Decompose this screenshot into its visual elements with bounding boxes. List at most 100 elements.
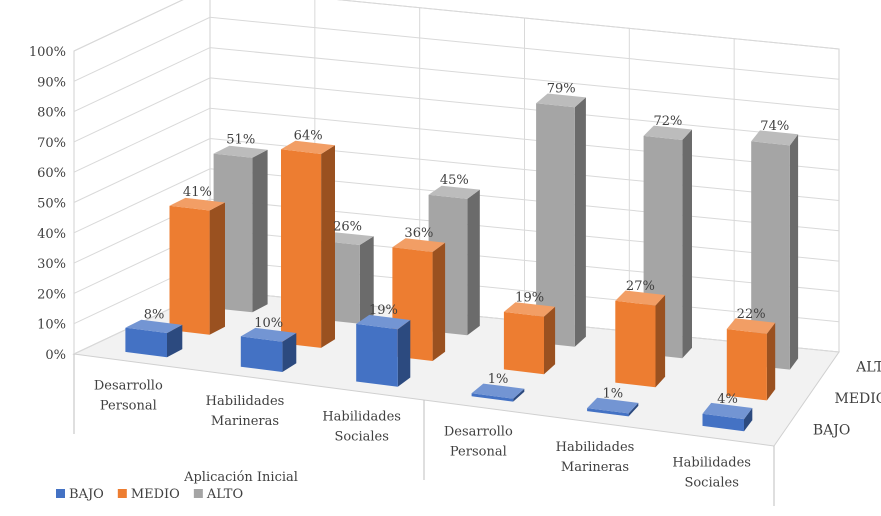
bar-front bbox=[240, 336, 283, 372]
bar-medio-1 bbox=[169, 197, 225, 335]
legend-label: MEDIO bbox=[131, 487, 180, 502]
y-tick-label: 60% bbox=[37, 166, 66, 181]
bar-side bbox=[744, 408, 753, 432]
x-category-label: Desarrollo Personal bbox=[94, 379, 163, 414]
bar-top bbox=[536, 93, 586, 108]
data-label-alto-1: 51% bbox=[226, 133, 255, 148]
bar-bajo-4 bbox=[471, 383, 525, 402]
bar-medio-4 bbox=[503, 302, 556, 375]
bar-top bbox=[751, 130, 799, 146]
data-label-alto-5: 72% bbox=[654, 114, 683, 129]
bar-bajo-1 bbox=[125, 319, 183, 358]
legend-item-alto: ALTO bbox=[193, 487, 243, 502]
bar-top bbox=[726, 318, 776, 334]
bar-top bbox=[615, 290, 666, 306]
bar-front bbox=[125, 327, 167, 358]
bar-top bbox=[702, 402, 753, 420]
bar-side bbox=[209, 202, 225, 335]
bar-medio-6 bbox=[726, 318, 776, 401]
data-label-medio-3: 36% bbox=[404, 226, 433, 241]
legend-swatch bbox=[56, 489, 65, 498]
bar-medio-3 bbox=[392, 238, 446, 361]
x-category-label: Habilidades Sociales bbox=[672, 455, 751, 490]
bar-top bbox=[587, 397, 639, 414]
bar-front bbox=[702, 413, 744, 432]
data-label-medio-6: 22% bbox=[737, 307, 766, 322]
y-tick-label: 40% bbox=[37, 227, 66, 242]
data-label-bajo-3: 19% bbox=[369, 303, 398, 318]
bar-side bbox=[628, 402, 639, 417]
y-tick-label: 20% bbox=[37, 287, 66, 302]
bar-top bbox=[392, 238, 446, 252]
legend: BAJO MEDIO ALTO bbox=[56, 487, 243, 502]
bar-top bbox=[471, 383, 525, 399]
y-tick-label: 10% bbox=[37, 318, 66, 333]
legend-swatch bbox=[117, 489, 127, 498]
bar-front bbox=[281, 149, 322, 348]
bar-alto-4 bbox=[536, 93, 586, 347]
legend-label: ALTO bbox=[206, 487, 243, 502]
bar-top bbox=[503, 302, 556, 317]
bar-side bbox=[359, 236, 374, 324]
bar-top bbox=[428, 185, 480, 199]
bar-bajo-2 bbox=[240, 327, 297, 372]
bar-side bbox=[682, 129, 692, 359]
bar-medio-2 bbox=[281, 140, 335, 348]
bar-front bbox=[169, 205, 210, 335]
data-label-bajo-6: 4% bbox=[717, 392, 738, 407]
bar-bajo-3 bbox=[356, 314, 411, 387]
bars bbox=[125, 93, 799, 432]
legend-item-bajo: BAJO bbox=[56, 487, 104, 502]
y-tick-label: 30% bbox=[37, 257, 66, 272]
bar-front bbox=[615, 300, 656, 388]
bar-front bbox=[751, 141, 790, 370]
y-tick-label: 100% bbox=[29, 45, 66, 60]
data-label-medio-4: 19% bbox=[515, 290, 544, 305]
depth-label-alto: ALTO bbox=[855, 360, 881, 376]
legend-swatch bbox=[193, 489, 203, 498]
data-label-bajo-4: 1% bbox=[488, 372, 509, 387]
x-axis: Desarrollo Personal Habilidades Marineras Ha… bbox=[73, 354, 775, 506]
bar-top bbox=[281, 140, 335, 154]
bar-front bbox=[536, 103, 575, 347]
bar-medio-5 bbox=[615, 290, 666, 388]
x-category-label: Habilidades Marineras bbox=[206, 394, 285, 429]
bar-top bbox=[643, 125, 692, 140]
data-label-bajo-5: 1% bbox=[602, 387, 623, 402]
x-category-label: Desarrollo Personal bbox=[444, 425, 513, 460]
bar-bajo-5 bbox=[587, 397, 639, 417]
bar-side bbox=[397, 320, 411, 387]
bar-side bbox=[655, 295, 666, 388]
y-axis: 0% 10% 20% 30% 40% 50% 60% 70% 80% 90% 100% bbox=[29, 45, 66, 363]
bar-top bbox=[125, 319, 183, 333]
y-tick-label: 90% bbox=[37, 75, 66, 90]
y-tick-label: 80% bbox=[37, 106, 66, 121]
bar-top bbox=[356, 314, 411, 330]
bar-front bbox=[503, 311, 544, 375]
depth-axis: BAJO MEDIO ALTO bbox=[813, 360, 881, 439]
data-label-alto-2: 26% bbox=[333, 220, 362, 235]
bar-front bbox=[726, 329, 767, 401]
x-category-label: Habilidades Marineras bbox=[556, 440, 635, 475]
data-label-bajo-1: 8% bbox=[144, 307, 165, 322]
bar-side bbox=[432, 242, 446, 361]
bar-side bbox=[574, 97, 586, 347]
data-label-medio-5: 27% bbox=[626, 279, 655, 294]
bar-side bbox=[167, 324, 183, 358]
bar-alto-6 bbox=[751, 130, 799, 370]
gridlines bbox=[73, 0, 840, 355]
bar-side bbox=[513, 388, 525, 402]
depth-label-medio: MEDIO bbox=[835, 391, 881, 407]
bar-top bbox=[169, 197, 225, 211]
bar-side bbox=[321, 145, 335, 348]
data-label-alto-3: 45% bbox=[440, 173, 469, 188]
bar-side bbox=[544, 306, 556, 375]
y-tick-label: 50% bbox=[37, 197, 66, 212]
data-label-medio-2: 64% bbox=[294, 128, 323, 143]
bar-front bbox=[356, 323, 398, 387]
data-labels: 74% 72% 79% 45% 26% 51% 22% 27% 19% 36% 64% 41% 4% 1%… bbox=[144, 81, 790, 407]
bar-side bbox=[252, 149, 268, 313]
x-category-label: Habilidades Sociales bbox=[322, 409, 401, 444]
bar-front bbox=[587, 408, 629, 417]
